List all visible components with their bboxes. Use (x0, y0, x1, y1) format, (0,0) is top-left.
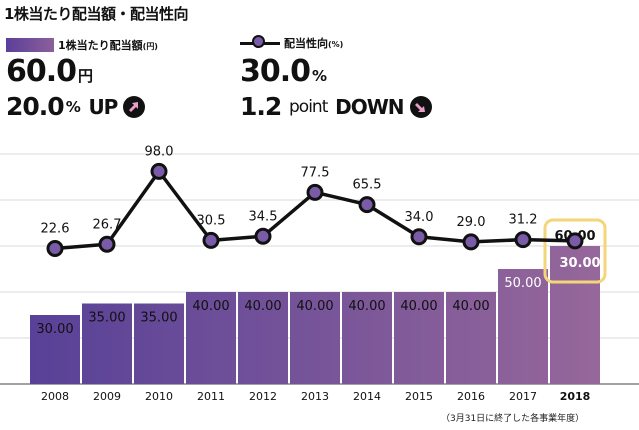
bar-2017 (498, 269, 548, 384)
point-2015 (410, 228, 428, 246)
bar-label-2017: 50.00 (504, 276, 541, 291)
x-tick-2012: 2012 (249, 390, 277, 403)
bar-label-2015: 40.00 (400, 299, 437, 314)
line-label-2014: 65.5 (353, 178, 382, 193)
bar-2010 (134, 303, 184, 384)
legend-line-label: 配当性向(%) (284, 37, 344, 50)
legend-bar-label: 1株当たり配当額(円) (58, 39, 158, 52)
x-tick-2009: 2009 (93, 390, 121, 403)
bar-2012 (238, 292, 288, 384)
bar-label-2011: 40.00 (192, 299, 229, 314)
line-label-2015: 34.0 (405, 210, 434, 225)
bar-label-2008: 30.00 (36, 322, 73, 337)
line-label-2012: 34.5 (249, 209, 278, 224)
payout-change: 1.2 point DOWN (240, 92, 432, 121)
bar-label-2013: 40.00 (296, 299, 333, 314)
point-2018 (566, 232, 584, 250)
point-2008 (46, 239, 64, 257)
bar-label-2012: 40.00 (244, 299, 281, 314)
x-tick-2014: 2014 (353, 390, 381, 403)
x-tick-2008: 2008 (41, 390, 69, 403)
bar-2011 (186, 292, 236, 384)
x-tick-2010: 2010 (145, 390, 173, 403)
point-2017 (514, 231, 532, 249)
line-label-2016: 29.0 (457, 215, 486, 230)
bar-label-2014: 40.00 (348, 299, 385, 314)
line-label-2011: 30.5 (197, 213, 226, 228)
bar-2014 (342, 292, 392, 384)
chart-title: 1株当たり配当額・配当性向 (4, 5, 188, 23)
payout-value: 30.0% (240, 54, 328, 89)
x-tick-2015: 2015 (405, 390, 433, 403)
point-2011 (202, 231, 220, 249)
point-2013 (306, 183, 324, 201)
line-label-2013: 77.5 (301, 165, 330, 180)
bar-swatch (6, 38, 54, 52)
bar-label-2016: 40.00 (452, 299, 489, 314)
dividend-value: 60.0 円 (6, 54, 94, 89)
legend-line-item: 配当性向(%) (240, 35, 343, 51)
payout-ratio-line (54, 169, 576, 251)
x-tick-2013: 2013 (301, 390, 329, 403)
line-label-2008: 22.6 (41, 221, 70, 236)
highlight-box-2018 (543, 218, 607, 284)
bar-2018 (550, 246, 600, 384)
bar-label-2009: 35.00 (88, 311, 125, 326)
x-tick-2016: 2016 (457, 390, 485, 403)
line-label-2010: 98.0 (145, 144, 174, 159)
point-2014 (358, 196, 376, 214)
arrow-up-icon (123, 95, 146, 118)
bar-2013 (290, 292, 340, 384)
x-tick-2018: 2018 (560, 390, 591, 403)
fiscal-year-note: （3月31日に終了した各事業年度） (441, 414, 585, 424)
point-2009 (98, 235, 116, 253)
point-2016 (462, 233, 480, 251)
x-tick-2011: 2011 (197, 390, 225, 403)
point-2010 (150, 162, 168, 180)
dividend-change: 20.0% UP (6, 92, 146, 121)
line-label-2018: 30.00 (559, 256, 600, 271)
line-swatch (240, 35, 280, 51)
dividend-chart: 30.00 35.00 35.00 40.00 40.00 40.00 40.00 40.00… (0, 144, 639, 403)
legend-bar-item: 1株当たり配当額(円) (6, 37, 158, 53)
arrow-down-icon (409, 95, 432, 118)
x-tick-2017: 2017 (509, 390, 537, 403)
bar-2009 (82, 303, 132, 384)
bar-2008 (30, 315, 80, 384)
line-label-2017: 31.2 (509, 213, 538, 228)
point-2012 (254, 227, 272, 245)
bar-label-2010: 35.00 (140, 311, 177, 326)
bar-2015 (394, 292, 444, 384)
line-label-2009: 26.7 (93, 217, 122, 232)
bar-2016 (446, 292, 496, 384)
